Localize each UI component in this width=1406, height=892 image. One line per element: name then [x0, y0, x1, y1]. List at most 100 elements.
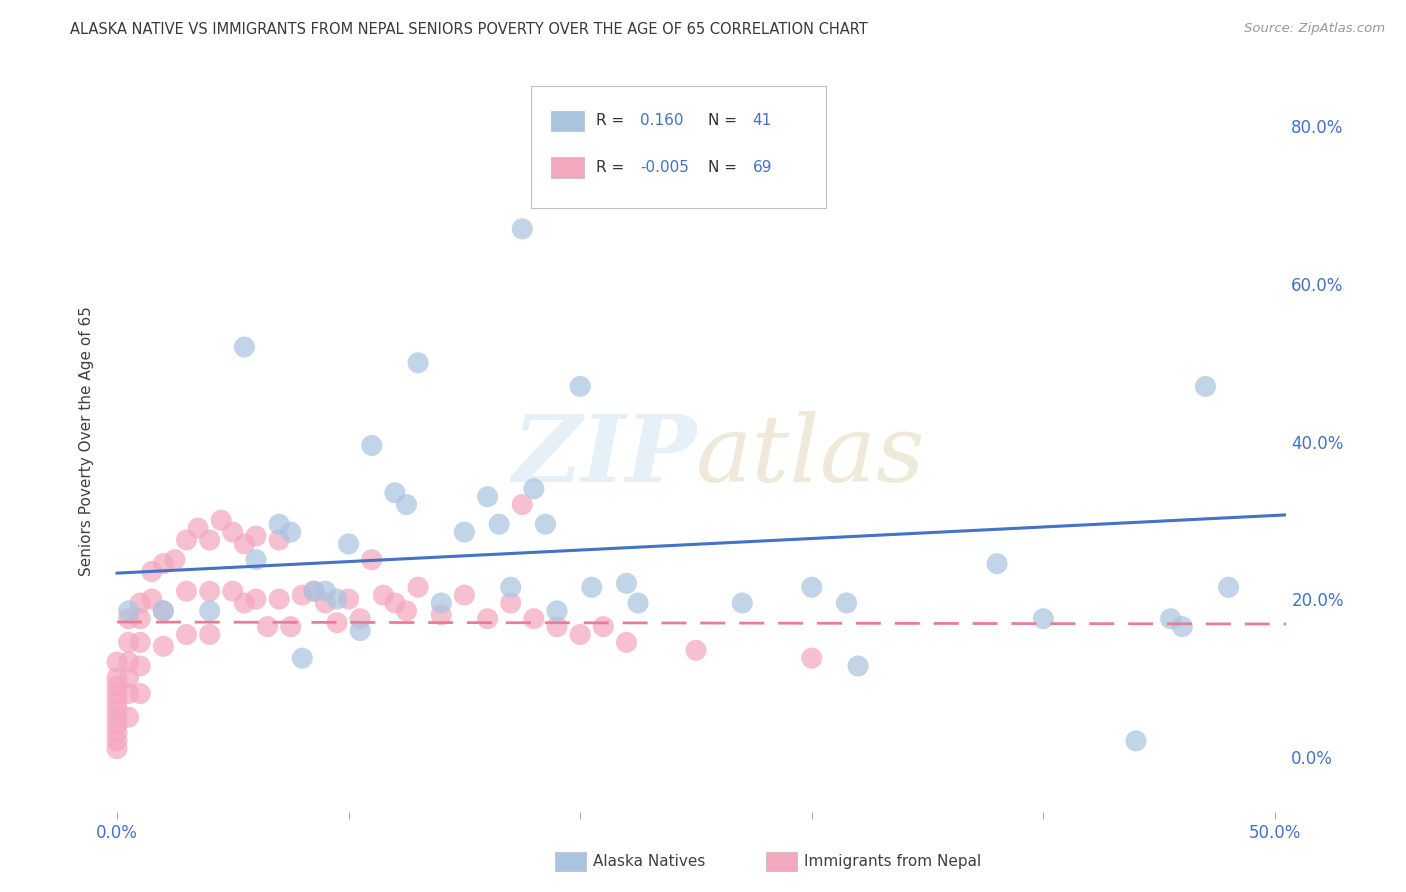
- Point: [523, 482, 546, 496]
- Point: [105, 741, 128, 756]
- Point: [176, 627, 198, 641]
- Point: [302, 584, 325, 599]
- Text: Alaska Natives: Alaska Natives: [593, 855, 706, 869]
- Point: [373, 588, 395, 602]
- Point: [477, 612, 499, 626]
- Point: [488, 517, 510, 532]
- Point: [477, 490, 499, 504]
- Text: R =: R =: [596, 160, 628, 175]
- Point: [499, 580, 522, 594]
- Point: [129, 612, 152, 626]
- Point: [302, 584, 325, 599]
- FancyBboxPatch shape: [551, 111, 583, 131]
- Point: [129, 659, 152, 673]
- Text: ALASKA NATIVE VS IMMIGRANTS FROM NEPAL SENIORS POVERTY OVER THE AGE OF 65 CORREL: ALASKA NATIVE VS IMMIGRANTS FROM NEPAL S…: [70, 22, 868, 37]
- Point: [395, 604, 418, 618]
- Point: [176, 584, 198, 599]
- Point: [326, 615, 349, 630]
- Point: [1218, 580, 1240, 594]
- Point: [1194, 379, 1216, 393]
- Point: [117, 604, 139, 618]
- Point: [105, 710, 128, 724]
- Point: [616, 635, 638, 649]
- Point: [291, 588, 314, 602]
- Point: [105, 679, 128, 693]
- Point: [105, 734, 128, 748]
- Point: [233, 537, 256, 551]
- Point: [117, 655, 139, 669]
- Point: [616, 576, 638, 591]
- Point: [198, 584, 221, 599]
- Point: [349, 624, 371, 638]
- Text: R =: R =: [596, 113, 628, 128]
- Text: 41: 41: [752, 113, 772, 128]
- Point: [1125, 734, 1147, 748]
- Point: [105, 671, 128, 685]
- Point: [360, 552, 382, 566]
- Point: [117, 671, 139, 685]
- FancyBboxPatch shape: [530, 87, 825, 209]
- Point: [291, 651, 314, 665]
- Point: [314, 596, 336, 610]
- Point: [360, 438, 382, 452]
- Point: [280, 525, 302, 540]
- Point: [1171, 619, 1194, 633]
- Point: [337, 592, 360, 607]
- Point: [569, 379, 592, 393]
- Point: [406, 356, 429, 370]
- Point: [406, 580, 429, 594]
- Text: N =: N =: [707, 160, 741, 175]
- Point: [546, 619, 568, 633]
- Point: [384, 485, 406, 500]
- Point: [846, 659, 869, 673]
- Point: [152, 604, 174, 618]
- Point: [430, 607, 453, 622]
- Point: [245, 529, 267, 543]
- Point: [534, 517, 557, 532]
- Point: [198, 604, 221, 618]
- Point: [280, 619, 302, 633]
- Point: [510, 222, 533, 236]
- Y-axis label: Seniors Poverty Over the Age of 65: Seniors Poverty Over the Age of 65: [79, 307, 94, 576]
- Point: [187, 521, 209, 535]
- Text: Source: ZipAtlas.com: Source: ZipAtlas.com: [1244, 22, 1385, 36]
- Point: [1032, 612, 1054, 626]
- Point: [453, 525, 475, 540]
- Point: [800, 580, 823, 594]
- Point: [163, 552, 186, 566]
- Point: [546, 604, 568, 618]
- Point: [222, 584, 245, 599]
- Point: [269, 517, 291, 532]
- Point: [685, 643, 707, 657]
- Point: [314, 584, 336, 599]
- Point: [129, 687, 152, 701]
- Point: [349, 612, 371, 626]
- Point: [269, 533, 291, 547]
- Point: [499, 596, 522, 610]
- Point: [209, 513, 232, 527]
- Point: [430, 596, 453, 610]
- Point: [152, 604, 174, 618]
- Text: -0.005: -0.005: [641, 160, 689, 175]
- Point: [152, 557, 174, 571]
- Text: 0.160: 0.160: [641, 113, 683, 128]
- Point: [117, 710, 139, 724]
- Point: [152, 640, 174, 654]
- Point: [129, 596, 152, 610]
- Point: [337, 537, 360, 551]
- Point: [105, 702, 128, 716]
- Point: [523, 612, 546, 626]
- Point: [198, 627, 221, 641]
- Point: [105, 694, 128, 708]
- Text: atlas: atlas: [696, 411, 925, 501]
- Point: [117, 687, 139, 701]
- Point: [245, 592, 267, 607]
- Point: [731, 596, 754, 610]
- Point: [233, 596, 256, 610]
- Point: [256, 619, 278, 633]
- Point: [176, 533, 198, 547]
- Text: Immigrants from Nepal: Immigrants from Nepal: [804, 855, 981, 869]
- Point: [453, 588, 475, 602]
- Point: [105, 687, 128, 701]
- Point: [117, 612, 139, 626]
